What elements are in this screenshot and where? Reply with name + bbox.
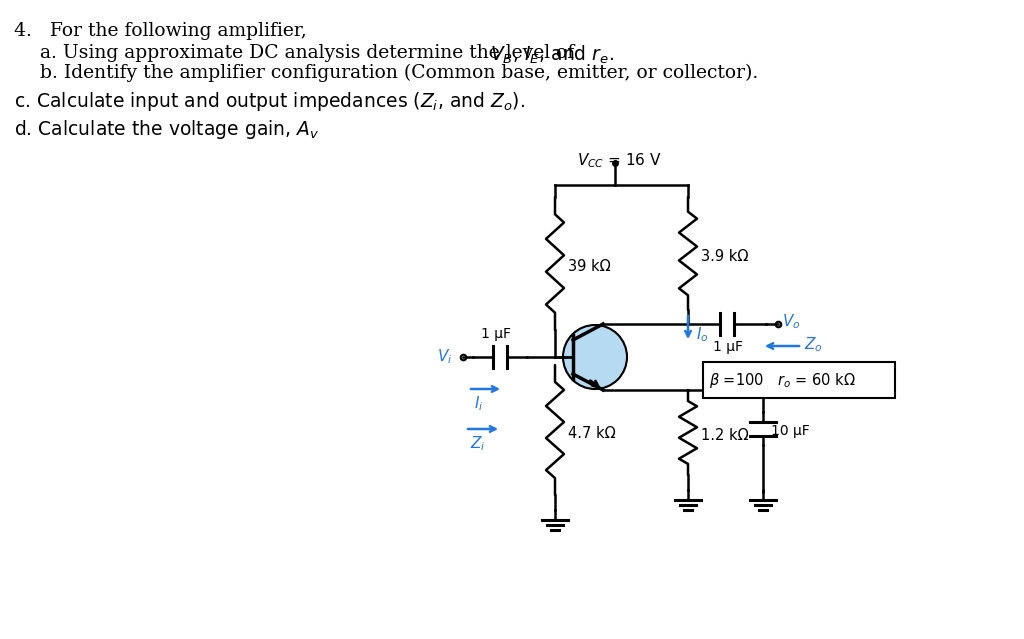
Text: c. Calculate input and output impedances ($Z_i$, and $Z_o$).: c. Calculate input and output impedances… [14,90,525,113]
Text: $V_i$: $V_i$ [437,348,453,366]
Text: d. Calculate the voltage gain, $A_v$: d. Calculate the voltage gain, $A_v$ [14,118,319,141]
Circle shape [563,325,627,389]
Text: 1 μF: 1 μF [481,327,511,341]
Text: 4.   For the following amplifier,: 4. For the following amplifier, [14,22,307,40]
Text: 3.9 kΩ: 3.9 kΩ [701,249,749,264]
Text: 39 kΩ: 39 kΩ [568,259,610,274]
FancyBboxPatch shape [703,362,895,398]
Text: $V_o$: $V_o$ [782,312,801,332]
Text: b. Identify the amplifier configuration (Common base, emitter, or collector).: b. Identify the amplifier configuration … [40,64,758,82]
Text: $Z_i$: $Z_i$ [470,435,485,453]
Text: 1.2 kΩ: 1.2 kΩ [701,428,749,443]
Text: 4.7 kΩ: 4.7 kΩ [568,426,615,440]
Text: $I_o$: $I_o$ [696,326,709,344]
Text: 10 μF: 10 μF [771,424,810,438]
Text: $V_{CC}$ = 16 V: $V_{CC}$ = 16 V [577,151,662,170]
Text: $I_i$: $I_i$ [474,395,483,413]
Text: $V_B$, $I_E$, and $r_e$.: $V_B$, $I_E$, and $r_e$. [490,44,614,66]
Text: $\beta$ =100   $r_o$ = 60 k$\Omega$: $\beta$ =100 $r_o$ = 60 k$\Omega$ [709,371,856,390]
Text: 1 μF: 1 μF [713,340,743,354]
Text: $Z_o$: $Z_o$ [804,335,823,355]
Text: a. Using approximate DC analysis determine the level of: a. Using approximate DC analysis determi… [40,44,581,62]
